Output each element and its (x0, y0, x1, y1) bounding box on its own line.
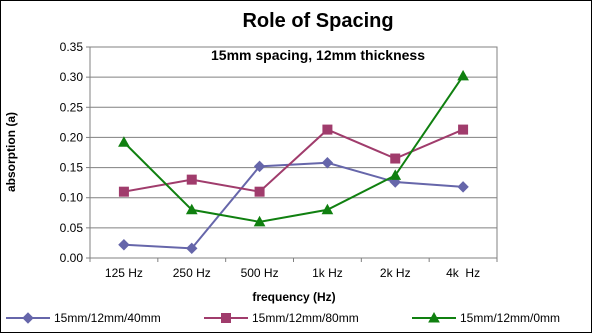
y-tick-label: 0.15 (60, 161, 84, 175)
gridlines (90, 76, 497, 229)
x-tick-label: 1k Hz (312, 266, 343, 280)
legend: 15mm/12mm/40mm 15mm/12mm/80mm 15mm/12mm/0m… (6, 311, 560, 325)
x-tick-label: 125 Hz (105, 266, 143, 280)
x-tick-label: 4k Hz (446, 266, 480, 280)
data-point (186, 242, 198, 255)
plot-area (89, 46, 498, 259)
series-line (123, 161, 464, 250)
data-point (458, 124, 469, 135)
data-point (390, 153, 401, 164)
legend-marker (22, 312, 34, 324)
data-point (321, 203, 334, 215)
legend-item: 15mm/12mm/40mm (6, 311, 161, 325)
legend-marker (428, 311, 440, 323)
x-tick-label: 250 Hz (173, 266, 211, 280)
y-axis-label: absorption (a) (4, 112, 18, 192)
data-point (185, 203, 198, 215)
x-tick-label: 500 Hz (241, 266, 279, 280)
chart-title: Role of Spacing (242, 10, 393, 32)
data-point (118, 136, 130, 147)
chart-subtitle: 15mm spacing, 12mm thickness (211, 47, 425, 63)
legend-label: 15mm/12mm/40mm (54, 311, 161, 325)
data-point (322, 124, 333, 135)
legend-marker (221, 313, 231, 323)
y-tick-label: 0.10 (60, 191, 84, 205)
y-tick-label: 0.00 (60, 251, 84, 265)
series-line (123, 128, 464, 193)
data-point (457, 181, 469, 193)
y-tick-label: 0.30 (60, 70, 84, 84)
data-point (254, 186, 265, 197)
x-axis-label: frequency (Hz) (252, 290, 335, 304)
x-axis-ticks: 125 Hz 250 Hz 500 Hz 1k Hz 2k Hz 4k Hz (89, 258, 498, 280)
legend-item: 15mm/12mm/80mm (204, 311, 359, 325)
x-tick-label: 2k Hz (380, 266, 411, 280)
data-point (389, 169, 402, 180)
legend-label: 15mm/12mm/80mm (252, 311, 359, 325)
data-point (118, 186, 129, 197)
data-point (457, 69, 469, 81)
data-point (118, 239, 130, 251)
series-group (118, 69, 469, 255)
legend-label: 15mm/12mm/0mm (460, 311, 560, 325)
y-axis-ticks: 0.00 0.05 0.10 0.15 0.20 0.25 0.30 0.35 (60, 40, 90, 265)
data-point (321, 157, 334, 169)
y-tick-label: 0.35 (60, 40, 84, 54)
y-tick-label: 0.20 (60, 130, 84, 144)
data-point (186, 174, 197, 185)
y-tick-label: 0.05 (60, 221, 84, 235)
data-point (253, 160, 266, 173)
series-2 (118, 124, 469, 197)
data-point (253, 215, 266, 227)
series-line (123, 75, 464, 223)
series-3 (118, 69, 469, 227)
y-tick-label: 0.25 (60, 100, 84, 114)
legend-item: 15mm/12mm/0mm (412, 311, 560, 325)
